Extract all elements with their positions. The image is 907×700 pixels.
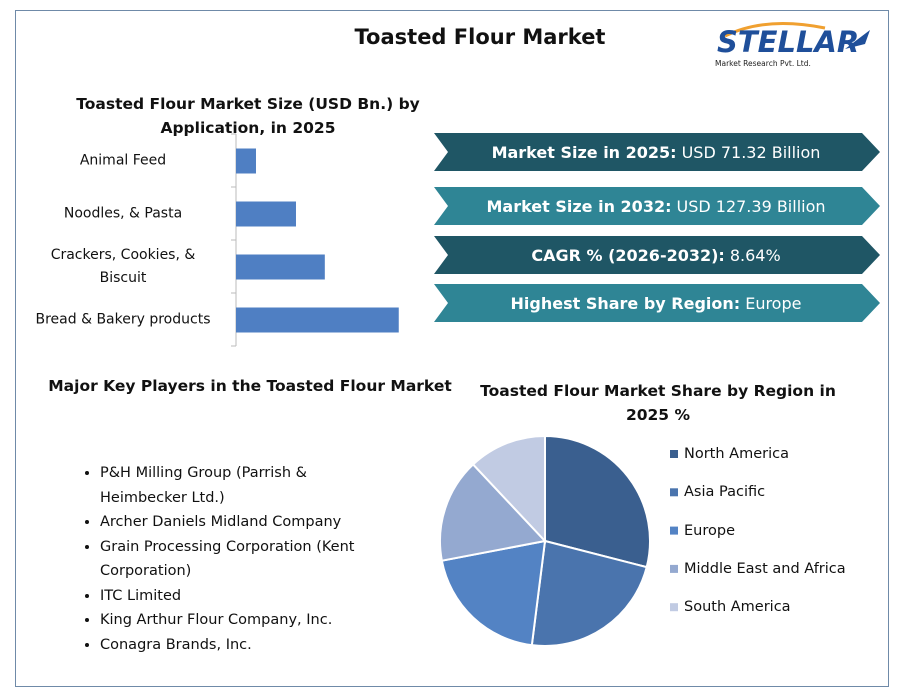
highlight-value: Europe bbox=[745, 294, 801, 313]
legend-label: Asia Pacific bbox=[684, 484, 766, 501]
key-player: P&H Milling Group (Parrish & Heimbecker … bbox=[100, 461, 390, 510]
bar bbox=[236, 254, 325, 280]
bar bbox=[236, 307, 399, 333]
key-player: King Arthur Flour Company, Inc. bbox=[100, 608, 390, 633]
key-player: Grain Processing Corporation (Kent Corpo… bbox=[100, 535, 390, 584]
highlight-text: Market Size in 2025: USD 71.32 Billion bbox=[492, 143, 821, 162]
legend-swatch bbox=[670, 526, 678, 535]
key-players-title: Major Key Players in the Toasted Flour M… bbox=[48, 377, 452, 395]
highlight-banner bbox=[434, 133, 880, 171]
highlight-label: Highest Share by Region: bbox=[511, 294, 741, 313]
frame bbox=[15, 10, 889, 687]
category-label: Bread & Bakery products bbox=[35, 311, 211, 328]
highlight-text: Market Size in 2032: USD 127.39 Billion bbox=[486, 197, 825, 216]
bar-chart-title: Toasted Flour Market Size (USD Bn.) by A… bbox=[76, 95, 420, 137]
highlight-banner bbox=[434, 284, 880, 322]
pie-slice bbox=[471, 434, 546, 544]
highlight-text: Highest Share by Region: Europe bbox=[511, 294, 802, 313]
logo-swoosh bbox=[724, 22, 826, 38]
legend-label: South America bbox=[684, 599, 791, 616]
pie-chart bbox=[439, 434, 678, 647]
category-label: Crackers, Cookies, & Biscuit bbox=[50, 247, 196, 286]
pie-slice bbox=[544, 434, 651, 569]
highlight-label: Market Size in 2025: bbox=[492, 143, 677, 162]
logo-name: STELLAR bbox=[717, 25, 859, 59]
pie-slice bbox=[439, 463, 547, 562]
category-label: Noodles, & Pasta bbox=[63, 205, 183, 222]
highlight-label: Market Size in 2032: bbox=[486, 197, 671, 216]
legend-label: Middle East and Africa bbox=[684, 560, 846, 577]
highlight-banner bbox=[434, 187, 880, 225]
bar-chart bbox=[231, 133, 399, 347]
highlight-banner bbox=[434, 236, 880, 274]
highlight-text: CAGR % (2026-2032): 8.64% bbox=[531, 246, 780, 265]
legend-swatch bbox=[670, 450, 678, 458]
bar bbox=[236, 201, 296, 227]
legend-swatch bbox=[670, 603, 678, 612]
highlight-value: USD 71.32 Billion bbox=[682, 143, 821, 162]
category-label: Animal Feed bbox=[79, 152, 167, 169]
legend-swatch bbox=[670, 488, 678, 497]
pie-chart-title: Toasted Flour Market Share by Region in … bbox=[480, 382, 836, 424]
legend-swatch bbox=[670, 564, 678, 573]
logo-arrow bbox=[845, 30, 870, 49]
highlight-label: CAGR % (2026-2032): bbox=[531, 246, 724, 265]
key-player: Archer Daniels Midland Company bbox=[100, 510, 390, 535]
page-title: Toasted Flour Market bbox=[354, 25, 606, 49]
key-players-list: P&H Milling Group (Parrish & Heimbecker … bbox=[82, 461, 390, 657]
logo: STELLAR Market Research Pvt. Ltd. bbox=[715, 22, 870, 68]
legend-label: Europe bbox=[684, 522, 735, 539]
highlights: Market Size in 2025: USD 71.32 BillionMar… bbox=[434, 133, 880, 322]
logo-tagline: Market Research Pvt. Ltd. bbox=[715, 59, 811, 68]
bar bbox=[236, 148, 256, 174]
legend-label: North America bbox=[684, 446, 789, 462]
pie-slice bbox=[440, 539, 547, 647]
highlight-value: USD 127.39 Billion bbox=[676, 197, 825, 216]
pie-slice bbox=[530, 539, 648, 647]
key-player: Conagra Brands, Inc. bbox=[100, 633, 390, 658]
key-player: ITC Limited bbox=[100, 584, 390, 609]
highlight-value: 8.64% bbox=[730, 246, 781, 265]
